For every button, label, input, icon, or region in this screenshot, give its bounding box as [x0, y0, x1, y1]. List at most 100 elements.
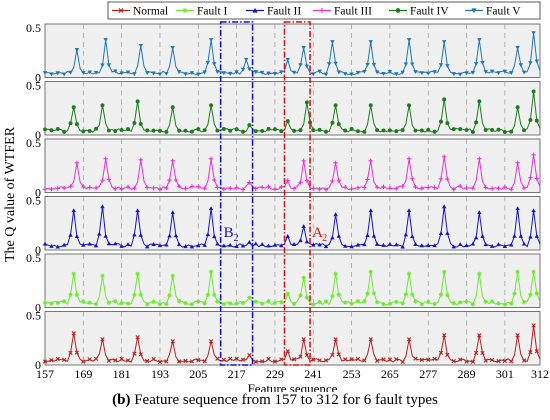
data-point — [68, 350, 73, 356]
data-point — [71, 271, 76, 277]
data-point — [406, 208, 412, 213]
data-point — [438, 231, 444, 236]
data-point — [400, 70, 405, 75]
data-point — [317, 127, 322, 132]
data-point — [151, 299, 156, 304]
data-point — [413, 70, 418, 75]
data-point — [426, 357, 431, 362]
data-point — [483, 185, 488, 190]
data-point — [473, 235, 479, 240]
data-point — [212, 292, 217, 298]
data-point — [106, 177, 112, 182]
data-point — [125, 184, 131, 190]
data-point — [394, 129, 399, 134]
data-point — [349, 357, 354, 362]
data-point — [240, 300, 246, 306]
data-point — [68, 70, 73, 75]
data-point — [132, 232, 137, 237]
chart-svg: Normal Fault I Fault II Fault III Fault IV Fa… — [3, 1, 549, 392]
data-point — [426, 127, 431, 132]
data-point — [126, 127, 131, 132]
data-point — [272, 242, 278, 247]
data-point — [311, 242, 316, 247]
data-point — [464, 128, 469, 133]
data-point — [100, 273, 105, 279]
data-point — [528, 234, 533, 239]
data-point — [252, 7, 258, 13]
x-tick-label: 205 — [189, 367, 207, 381]
data-point — [113, 69, 118, 74]
data-point — [259, 241, 265, 246]
data-point — [135, 99, 140, 104]
data-point — [132, 72, 137, 77]
data-point — [394, 72, 399, 77]
data-point — [515, 46, 520, 50]
data-point — [100, 63, 105, 68]
data-point — [234, 185, 239, 190]
data-point — [170, 46, 175, 50]
x-axis-label: Feature sequence — [248, 381, 338, 392]
data-point — [298, 354, 303, 359]
data-point — [55, 186, 60, 191]
data-point — [266, 356, 271, 362]
data-point — [157, 128, 162, 133]
data-point — [221, 126, 226, 131]
data-point — [311, 357, 316, 362]
x-tick-label: 169 — [74, 367, 92, 381]
x-tick-label: 181 — [113, 367, 131, 381]
data-point — [445, 121, 450, 126]
legend-label: Fault I — [197, 6, 228, 18]
data-point — [164, 129, 169, 134]
data-point — [151, 242, 156, 246]
data-point — [477, 271, 482, 277]
data-point — [74, 292, 80, 297]
data-point — [205, 60, 211, 65]
data-point — [125, 70, 131, 75]
data-point — [400, 359, 405, 365]
data-point — [483, 242, 488, 247]
data-point — [215, 70, 220, 75]
data-point — [531, 323, 536, 328]
data-point — [125, 358, 131, 363]
data-point — [285, 178, 290, 183]
data-point — [61, 72, 67, 77]
data-point — [445, 176, 450, 182]
legend-label: Fault II — [267, 6, 301, 18]
data-point — [518, 233, 524, 238]
data-point — [61, 185, 67, 191]
data-point — [100, 204, 105, 209]
data-point — [323, 187, 329, 192]
data-point — [228, 356, 233, 361]
data-point — [234, 127, 239, 132]
data-point — [215, 299, 220, 304]
legend-item: Normal — [112, 6, 168, 18]
data-point — [304, 295, 310, 300]
data-point — [521, 358, 527, 363]
data-point — [410, 292, 415, 297]
data-point — [489, 243, 495, 248]
data-point — [196, 72, 201, 77]
data-point — [176, 299, 182, 304]
data-point — [400, 184, 405, 189]
data-point — [451, 187, 456, 192]
data-point — [42, 71, 48, 76]
data-point — [432, 129, 437, 134]
data-point — [113, 358, 118, 363]
data-point — [113, 241, 118, 246]
panel: 0.50 — [26, 251, 541, 315]
data-point — [464, 299, 469, 304]
data-point — [189, 71, 195, 76]
data-point — [234, 244, 239, 249]
data-point — [113, 128, 118, 133]
data-point — [362, 185, 367, 190]
data-point — [228, 71, 233, 76]
data-point — [118, 8, 124, 13]
data-point — [221, 71, 227, 76]
data-point — [502, 130, 507, 134]
data-point — [97, 231, 102, 236]
data-point — [138, 232, 144, 237]
data-point — [125, 242, 131, 247]
legend-item: Fault II — [246, 6, 301, 18]
data-point — [266, 184, 271, 189]
panel-frame — [44, 196, 541, 251]
